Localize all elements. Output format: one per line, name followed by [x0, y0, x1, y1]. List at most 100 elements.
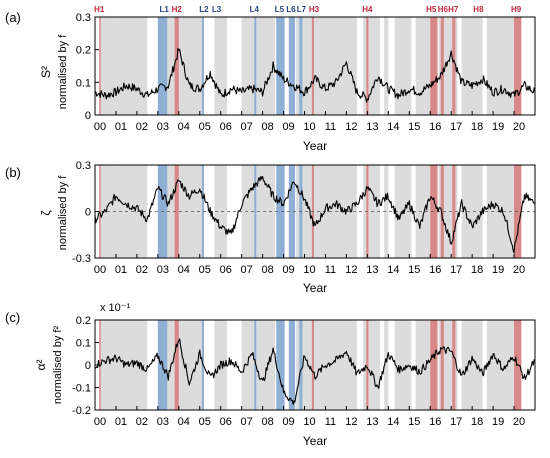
event-label: H3	[309, 5, 320, 14]
x-tick-label: 18	[471, 264, 483, 276]
red-band	[452, 17, 456, 115]
x-tick-label: 10	[303, 264, 315, 276]
x-tick-label: 06	[220, 264, 232, 276]
plot-frame	[94, 16, 536, 116]
panel-label: (a)	[5, 10, 21, 25]
red-band	[311, 17, 314, 115]
red-band	[174, 17, 179, 115]
x-tick-label: 07	[241, 264, 253, 276]
x-tick-label: 04	[178, 416, 190, 428]
y-tick-label: 0	[85, 360, 91, 372]
ylabel-symbol: α²	[34, 360, 48, 371]
x-tick-label: 11	[325, 264, 336, 276]
blue-band	[276, 320, 285, 410]
blue-band	[254, 320, 257, 410]
gray-band	[461, 320, 483, 410]
gray-band	[394, 320, 412, 410]
x-tick-label: 10	[303, 416, 315, 428]
x-tick-label: 03	[157, 416, 169, 428]
x-tick-label: 20	[513, 264, 525, 276]
x-tick-label: 00	[94, 264, 106, 276]
blue-band	[201, 17, 204, 115]
panel-c: (c) α² normalised by f² x 10⁻¹ Year -0.2…	[5, 302, 536, 448]
x-tick-label: 04	[178, 121, 190, 133]
red-band	[174, 165, 179, 258]
x-tick-label: 16	[429, 264, 441, 276]
red-band	[430, 17, 438, 115]
blue-band	[276, 165, 285, 258]
red-band	[99, 165, 101, 258]
gray-band	[415, 17, 433, 115]
red-band	[440, 320, 444, 410]
blue-band	[299, 17, 303, 115]
x-tick-label: 05	[199, 121, 211, 133]
red-band	[366, 17, 369, 115]
x-tick-label: 01	[115, 121, 127, 133]
ylabel-symbol: S²	[39, 66, 53, 78]
panel-label: (b)	[5, 165, 21, 180]
red-band	[311, 320, 314, 410]
x-tick-label: 19	[492, 264, 504, 276]
x-tick-label: 15	[408, 416, 420, 428]
x-tick-label: 20	[513, 416, 525, 428]
blue-band	[157, 17, 168, 115]
gray-band	[461, 165, 483, 258]
event-label: L6	[286, 5, 296, 14]
event-label: H8	[473, 5, 484, 14]
x-tick-label: 10	[303, 121, 315, 133]
x-tick-label: 17	[450, 264, 462, 276]
event-label: H6	[438, 5, 449, 14]
xlabel: Year	[303, 281, 327, 295]
gray-band	[100, 320, 116, 410]
x-tick-label: 14	[387, 121, 399, 133]
red-band	[99, 320, 101, 410]
blue-band	[276, 17, 285, 115]
ylabel-symbol: ζ	[39, 210, 53, 216]
x-tick-label: 07	[241, 416, 253, 428]
x-tick-label: 12	[345, 264, 357, 276]
x-tick-label: 16	[429, 416, 441, 428]
gray-band	[384, 165, 389, 258]
gray-band	[115, 320, 148, 410]
ylabel-text: normalised by f	[57, 34, 69, 110]
x-tick-label: 01	[115, 264, 127, 276]
blue-band	[288, 320, 296, 410]
gray-band	[115, 17, 148, 115]
x-tick-label: 03	[157, 121, 169, 133]
x-tick-label: 13	[366, 416, 378, 428]
gray-band	[214, 165, 227, 258]
red-band	[366, 320, 369, 410]
red-band	[99, 17, 101, 115]
x-tick-label: 12	[345, 121, 357, 133]
x-tick-label: 09	[282, 416, 294, 428]
y-tick-label: 0.3	[76, 160, 91, 172]
y-tick-label: 0.1	[76, 338, 91, 350]
red-band	[430, 320, 438, 410]
blue-band	[254, 165, 257, 258]
red-band	[452, 320, 456, 410]
x-tick-label: 15	[408, 121, 420, 133]
event-label: H5	[426, 5, 437, 14]
panel-b: (b) ζ normalised by f Year -0.3 0 0.3 00 01 0…	[5, 160, 536, 295]
ylabel-text: normalised by f	[57, 175, 69, 251]
x-tick-label: 14	[387, 264, 399, 276]
y-tick-label: 0.2	[76, 315, 91, 327]
x-tick-label: 00	[94, 121, 106, 133]
red-band	[440, 165, 444, 258]
x-tick-label: 08	[261, 264, 273, 276]
event-label: L2	[199, 5, 209, 14]
x-tick-label: 06	[220, 121, 232, 133]
x-tick-label: 00	[94, 416, 106, 428]
x-tick-label: 06	[220, 416, 232, 428]
series-line	[94, 175, 536, 254]
x-tick-label: 18	[471, 416, 483, 428]
blue-band	[299, 320, 303, 410]
gray-band	[214, 17, 227, 115]
x-tick-label: 15	[408, 264, 420, 276]
y-tick-label: 0.3	[76, 12, 91, 24]
x-tick-label: 03	[157, 264, 169, 276]
x-tick-label: 09	[282, 264, 294, 276]
x-tick-label: 13	[366, 264, 378, 276]
x-tick-label: 13	[366, 121, 378, 133]
